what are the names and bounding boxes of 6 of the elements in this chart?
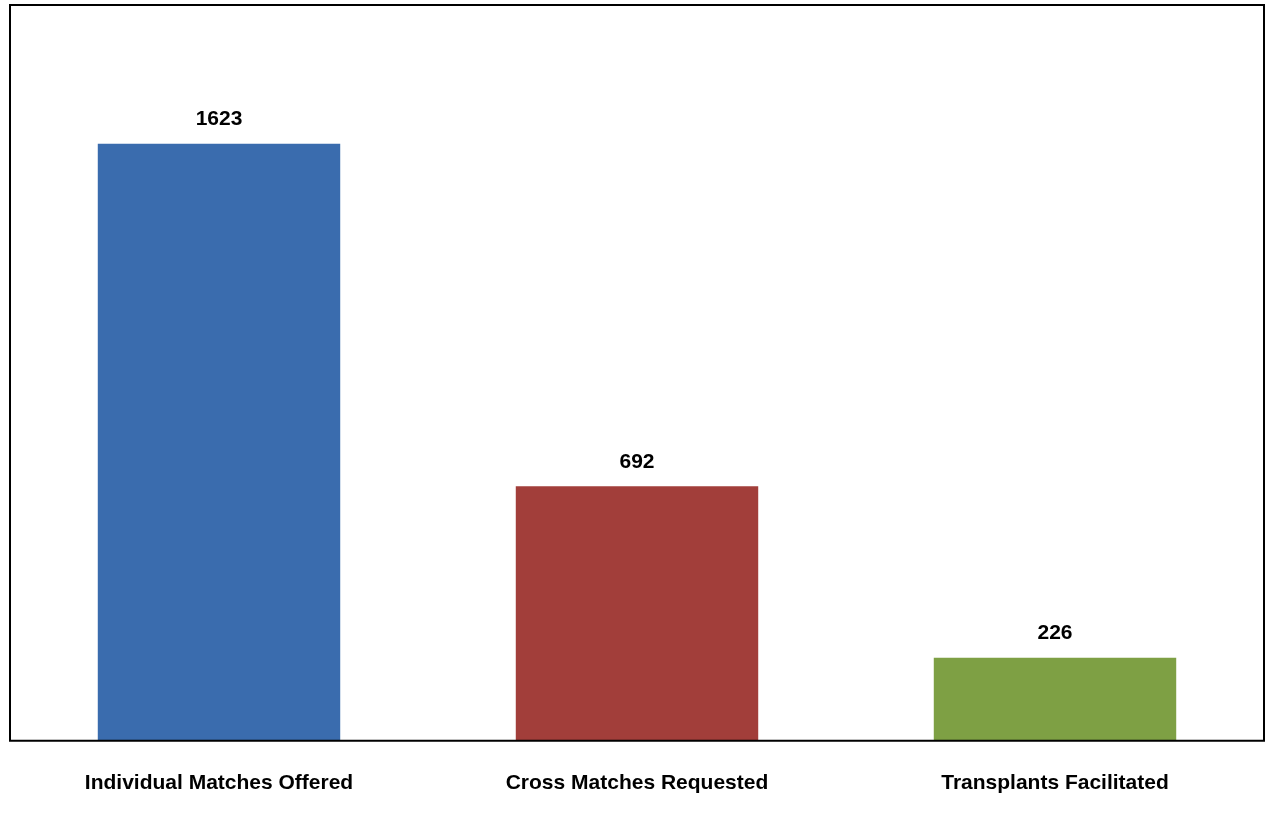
data-label: 692 — [619, 448, 655, 472]
x-tick-label: Individual Matches Offered — [84, 770, 354, 794]
x-tick-label: Cross Matches Requested — [505, 770, 769, 794]
data-label: 226 — [1037, 619, 1073, 643]
data-label: 1623 — [195, 106, 243, 129]
x-tick-label: Transplants Facilitated — [941, 770, 1169, 794]
